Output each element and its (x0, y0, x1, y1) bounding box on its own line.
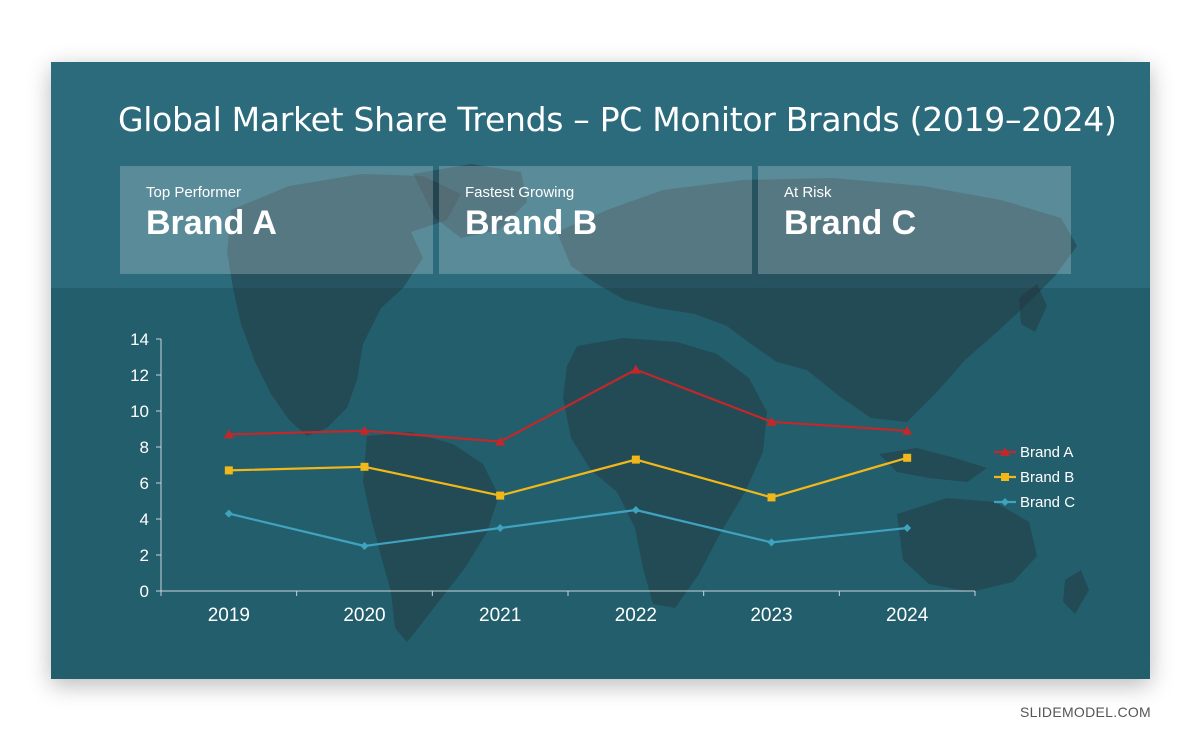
data-point-brand-c (767, 538, 776, 547)
x-tick-label: 2023 (750, 605, 792, 626)
data-point-brand-c (496, 524, 505, 532)
kpi-card-value: Brand B (465, 204, 598, 242)
kpi-card-top-performer: Top Performer Brand A (120, 166, 433, 274)
data-point-brand-a (766, 416, 777, 426)
y-tick-label: 12 (130, 366, 149, 385)
legend-label: Brand A (1020, 444, 1073, 461)
kpi-card-label: Fastest Growing (465, 184, 575, 201)
legend-label: Brand C (1020, 494, 1075, 511)
map-japan (1019, 284, 1047, 332)
legend-swatch-marker (1000, 447, 1010, 456)
y-tick-label: 2 (140, 546, 149, 565)
legend-label: Brand B (1020, 469, 1074, 486)
kpi-card-value: Brand A (146, 204, 277, 242)
series-line-brand-c (228, 508, 908, 548)
series-line-brand-a (228, 368, 908, 443)
data-point-brand-a (359, 425, 370, 435)
map-eurasia (557, 178, 1077, 422)
y-tick-label: 14 (130, 330, 149, 349)
data-point-brand-a (223, 429, 234, 439)
market-share-line-chart: 0 2 4 6 8 10 12 14 2019 2020 2021 2022 2023 2024 Brand… (130, 330, 1075, 626)
data-point-brand-b (631, 455, 640, 464)
y-tick-label: 8 (140, 438, 149, 457)
data-point-brand-c (224, 509, 233, 518)
map-new-zealand (1063, 570, 1089, 614)
legend-swatch-marker (1001, 473, 1009, 481)
data-point-brand-b (360, 462, 369, 471)
series-line-brand-b (228, 456, 908, 499)
world-map-background (227, 164, 1089, 642)
y-tick-label: 10 (130, 402, 149, 421)
data-point-brand-b (903, 453, 912, 462)
data-point-brand-c (360, 542, 369, 550)
slide-title: Global Market Share Trends – PC Monitor … (118, 100, 1117, 139)
data-point-brand-a (495, 436, 506, 446)
data-point-brand-b (767, 493, 776, 502)
map-australia (897, 498, 1037, 592)
slide-lower-panel (51, 288, 1150, 679)
kpi-card-value: Brand C (784, 204, 917, 242)
y-tick-label: 0 (140, 582, 149, 601)
watermark: SLIDEMODEL.COM (1020, 704, 1151, 720)
data-point-brand-a (902, 425, 913, 435)
map-greenland (413, 164, 527, 238)
data-point-brand-c (631, 506, 640, 514)
data-point-brand-b (496, 491, 505, 500)
map-north-america (227, 174, 461, 436)
slide: Global Market Share Trends – PC Monitor … (51, 62, 1150, 679)
map-africa (563, 338, 767, 608)
x-tick-label: 2024 (886, 605, 929, 626)
x-tick-label: 2019 (208, 605, 250, 626)
data-point-brand-b (224, 466, 233, 475)
kpi-card-at-risk: At Risk Brand C (758, 166, 1071, 274)
legend-swatch-marker (1001, 498, 1009, 506)
x-tick-label: 2021 (479, 605, 521, 626)
data-point-brand-c (903, 524, 912, 532)
kpi-card-label: At Risk (784, 184, 832, 201)
kpi-card-fastest-growing: Fastest Growing Brand B (439, 166, 752, 274)
x-tick-label: 2020 (343, 605, 385, 626)
y-tick-label: 6 (140, 474, 149, 493)
data-point-brand-a (630, 364, 641, 374)
kpi-card-label: Top Performer (146, 184, 242, 201)
y-tick-label: 4 (140, 510, 149, 529)
x-tick-label: 2022 (615, 605, 657, 626)
